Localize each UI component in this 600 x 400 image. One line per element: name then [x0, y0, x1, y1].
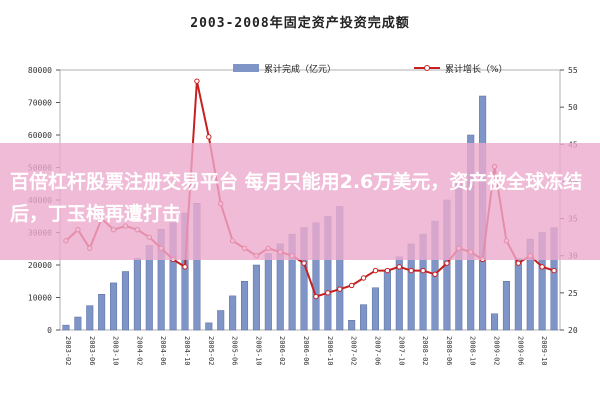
x-tick-label: 2005-02 — [207, 336, 215, 366]
left-tick-label: 70000 — [28, 99, 52, 108]
x-tick-label: 2007-02 — [350, 336, 358, 366]
line-point — [551, 267, 557, 274]
x-tick-label: 2004-10 — [183, 336, 191, 366]
line-point — [396, 264, 402, 270]
legend-bar-swatch — [233, 64, 259, 72]
left-tick-label: 0 — [47, 326, 52, 335]
x-tick-label: 2006-02 — [278, 336, 286, 366]
x-tick-label: 2007-06 — [373, 336, 381, 366]
line-point — [206, 134, 212, 140]
headline-banner — [0, 143, 600, 260]
x-tick-label: 2008-06 — [445, 336, 453, 366]
x-tick-label: 2008-10 — [469, 336, 477, 366]
bar — [217, 310, 225, 331]
bar — [514, 258, 522, 331]
x-tick-label: 2009-10 — [540, 336, 548, 366]
line-point — [372, 267, 379, 274]
line-point — [444, 260, 450, 266]
line-point — [313, 293, 319, 300]
legend: 累计完成（亿元） 累计增长（%） — [233, 63, 508, 75]
bar — [133, 258, 141, 331]
x-tick-label: 2006-06 — [302, 336, 310, 366]
x-tick-label: 2004-06 — [159, 336, 167, 366]
line-point — [194, 78, 200, 84]
right-tick-label: 55 — [568, 66, 578, 75]
left-tick-label: 60000 — [28, 131, 52, 140]
x-tick-label: 2003-10 — [112, 336, 120, 366]
legend-line-label: 累计增长（%） — [445, 63, 508, 75]
line-point — [301, 260, 307, 266]
line-point — [384, 267, 391, 274]
bar — [360, 304, 368, 331]
right-tick-label: 25 — [568, 289, 578, 298]
bar — [121, 271, 129, 331]
x-tick-label: 2007-10 — [397, 336, 405, 366]
bar — [348, 320, 356, 331]
bar — [86, 305, 94, 331]
left-tick-label: 80000 — [28, 66, 52, 75]
x-tick-label: 2004-02 — [135, 336, 143, 366]
line-point — [539, 264, 545, 270]
bar — [241, 281, 249, 331]
x-tick-label: 2003-02 — [64, 336, 72, 366]
x-axis-ticks: 2003-02 2003-06 2003-10 2004-02 2004-06 2004-… — [64, 336, 548, 366]
bar — [252, 264, 260, 331]
bar — [383, 269, 391, 331]
x-tick-label: 2003-06 — [88, 336, 96, 366]
line-point — [182, 264, 188, 270]
bar — [62, 324, 70, 331]
x-tick-label: 2008-02 — [421, 336, 429, 366]
bar — [371, 287, 380, 331]
chart-title: 2003-2008年固定资产投资完成额 — [190, 16, 410, 31]
legend-bar-label: 累计完成（亿元） — [264, 63, 336, 75]
line-point — [325, 290, 331, 296]
bar — [264, 253, 272, 331]
line-point — [408, 267, 414, 274]
line-point — [420, 267, 426, 274]
bar — [98, 294, 106, 331]
bar — [205, 322, 213, 331]
left-tick-label: 10000 — [28, 294, 52, 303]
line-point — [348, 282, 355, 289]
x-tick-label: 2009-02 — [493, 336, 501, 366]
line-point — [337, 286, 343, 292]
right-tick-label: 50 — [568, 103, 578, 112]
x-tick-label: 2009-06 — [516, 336, 524, 366]
right-tick-label: 20 — [568, 326, 578, 335]
headline-text: 百倍杠杆股票注册交易平台 每月只能用2.6万美元，资产被全球冻结后，丁玉梅再遭打… — [10, 171, 583, 225]
line-point — [515, 260, 522, 266]
legend-line-marker — [424, 65, 430, 71]
left-tick-label: 20000 — [28, 261, 52, 270]
x-tick-label: 2006-10 — [326, 336, 334, 366]
bar — [491, 313, 499, 331]
line-point — [360, 275, 367, 281]
line-point — [432, 271, 438, 277]
bar — [502, 281, 510, 331]
x-tick-label: 2005-10 — [254, 336, 262, 366]
bar — [110, 282, 118, 331]
x-tick-label: 2005-06 — [231, 336, 239, 366]
bar — [229, 295, 237, 331]
bar — [74, 316, 82, 331]
